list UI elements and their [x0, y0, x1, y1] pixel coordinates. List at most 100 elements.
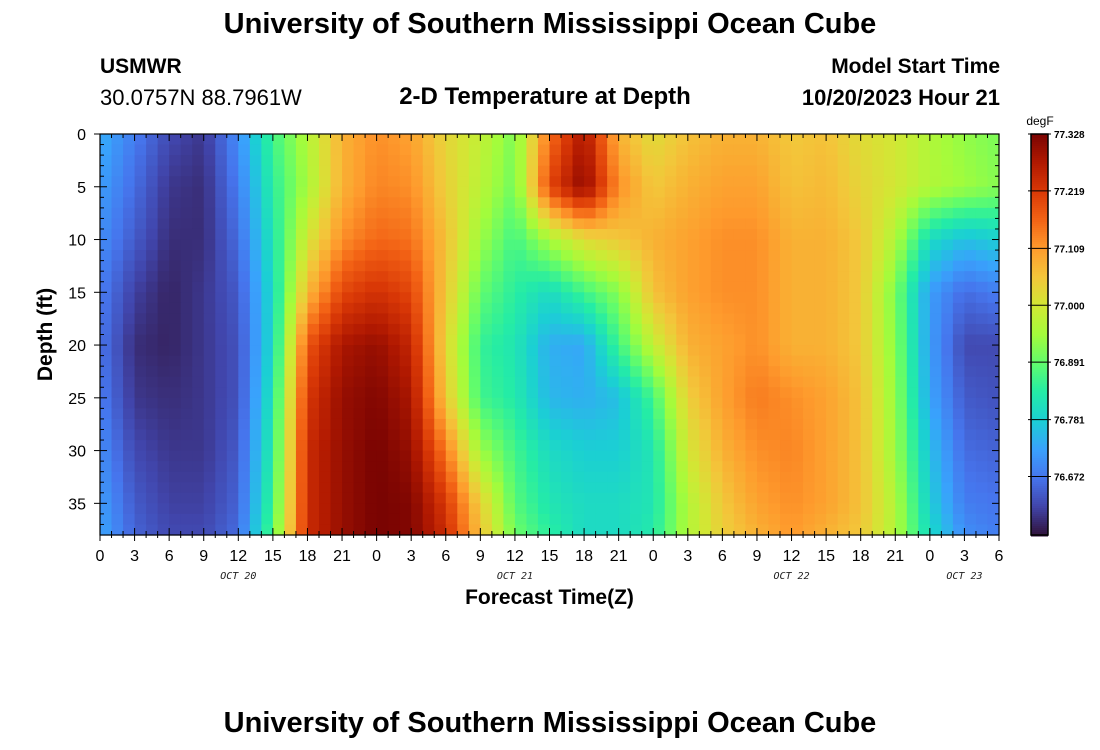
heatmap-cell	[733, 355, 747, 367]
heatmap-cell	[422, 302, 435, 314]
heatmap-cell	[803, 461, 816, 473]
heatmap-cell	[353, 186, 366, 198]
heatmap-cell	[480, 271, 493, 283]
heatmap-cell	[238, 450, 251, 462]
heatmap-cell	[434, 492, 447, 504]
heatmap-cell	[676, 376, 689, 388]
heatmap-cell	[964, 429, 977, 441]
heatmap-cell	[607, 450, 620, 462]
heatmap-cell	[514, 281, 528, 293]
x-tick-label: 18	[575, 548, 593, 565]
heatmap-cell	[422, 239, 435, 251]
heatmap-cell	[791, 387, 804, 399]
heatmap-cell	[883, 323, 896, 336]
heatmap-cell	[584, 355, 597, 367]
heatmap-cell	[618, 165, 631, 177]
heatmap-cell	[561, 524, 574, 536]
heatmap-cell	[342, 292, 355, 304]
heatmap-cell	[411, 134, 424, 146]
heatmap-cell	[676, 323, 689, 336]
heatmap-cell	[618, 302, 631, 314]
heatmap-cell	[768, 471, 781, 483]
heatmap-cell	[330, 302, 343, 314]
heatmap-cell	[514, 197, 528, 209]
heatmap-cell	[561, 376, 574, 388]
heatmap-cell	[526, 313, 539, 325]
colorbar-swatch	[1031, 158, 1048, 161]
heatmap-cell	[791, 492, 804, 504]
heatmap-cell	[365, 207, 378, 220]
heatmap-cell	[572, 260, 585, 272]
colorbar-swatch	[1031, 498, 1048, 501]
heatmap-cell	[630, 144, 643, 156]
heatmap-cell	[791, 250, 804, 262]
heatmap-cell	[100, 197, 113, 209]
heatmap-cell	[826, 323, 839, 336]
heatmap-cell	[284, 155, 297, 167]
heatmap-cell	[791, 228, 804, 241]
heatmap-cell	[365, 218, 378, 230]
heatmap-cell	[503, 461, 516, 473]
heatmap-cell	[618, 281, 631, 293]
heatmap-cell	[376, 461, 389, 473]
heatmap-cell	[169, 260, 182, 272]
heatmap-cell	[918, 408, 931, 420]
heatmap-cell	[906, 397, 919, 409]
heatmap-cell	[491, 440, 504, 452]
heatmap-cell	[445, 492, 458, 504]
heatmap-cell	[537, 218, 551, 230]
heatmap-cell	[295, 355, 309, 367]
heatmap-cell	[157, 313, 170, 325]
heatmap-cell	[952, 450, 966, 462]
heatmap-cell	[803, 207, 816, 220]
heatmap-cell	[676, 440, 689, 452]
heatmap-cell	[123, 260, 136, 272]
heatmap-cell	[434, 302, 447, 314]
heatmap-cell	[975, 292, 989, 304]
heatmap-cell	[146, 503, 159, 515]
heatmap-cell	[733, 186, 747, 198]
heatmap-cell	[918, 513, 931, 526]
heatmap-cell	[964, 302, 977, 314]
colorbar-swatch	[1031, 306, 1048, 309]
heatmap-cell	[768, 397, 781, 409]
y-tick-label: 10	[68, 233, 86, 250]
heatmap-cell	[710, 334, 723, 346]
heatmap-cell	[699, 355, 712, 367]
heatmap-cell	[641, 176, 654, 188]
heatmap-cell	[756, 323, 770, 336]
heatmap-cell	[146, 376, 159, 388]
heatmap-cell	[249, 250, 262, 262]
heatmap-cell	[952, 144, 966, 156]
heatmap-cell	[342, 144, 355, 156]
heatmap-cell	[630, 482, 643, 494]
heatmap-cell	[284, 186, 297, 198]
heatmap-cell	[780, 271, 793, 283]
heatmap-cell	[180, 239, 193, 251]
heatmap-cell	[849, 524, 862, 536]
heatmap-cell	[203, 302, 216, 314]
heatmap-cell	[929, 281, 942, 293]
heatmap-cell	[849, 176, 862, 188]
heatmap-cell	[514, 429, 528, 441]
heatmap-cell	[653, 450, 666, 462]
heatmap-cell	[561, 228, 574, 241]
heatmap-cell	[618, 503, 631, 515]
heatmap-cell	[295, 197, 309, 209]
heatmap-cell	[215, 186, 228, 198]
heatmap-cell	[445, 418, 458, 431]
x-tick-label: 12	[229, 548, 247, 565]
heatmap-cell	[572, 461, 585, 473]
heatmap-cell	[249, 197, 262, 209]
heatmap-cell	[388, 218, 401, 230]
heatmap-cell	[826, 271, 839, 283]
heatmap-cell	[964, 334, 977, 346]
heatmap-cell	[238, 165, 251, 177]
colorbar-swatch	[1031, 222, 1048, 225]
heatmap-cell	[180, 228, 193, 241]
heatmap-cell	[895, 271, 908, 283]
heatmap-cell	[745, 207, 758, 220]
heatmap-cell	[388, 292, 401, 304]
heatmap-cell	[549, 334, 562, 346]
heatmap-cell	[872, 334, 885, 346]
